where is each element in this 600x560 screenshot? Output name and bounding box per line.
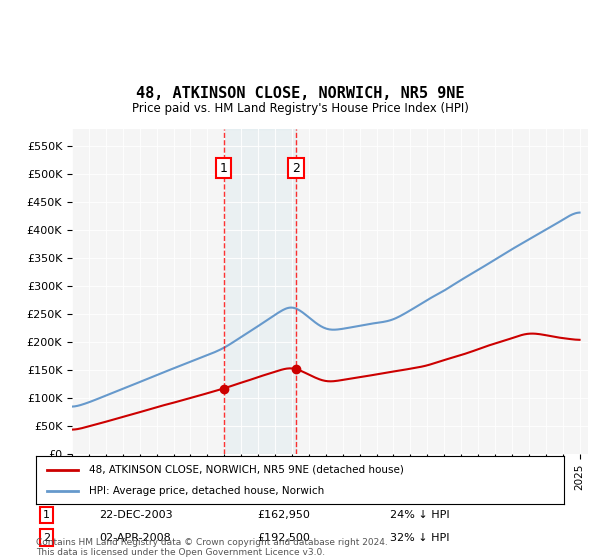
Text: Price paid vs. HM Land Registry's House Price Index (HPI): Price paid vs. HM Land Registry's House … bbox=[131, 102, 469, 115]
Text: 48, ATKINSON CLOSE, NORWICH, NR5 9NE (detached house): 48, ATKINSON CLOSE, NORWICH, NR5 9NE (de… bbox=[89, 465, 404, 475]
Text: 02-APR-2008: 02-APR-2008 bbox=[100, 533, 171, 543]
Text: 22-DEC-2003: 22-DEC-2003 bbox=[100, 510, 173, 520]
Text: 2: 2 bbox=[292, 161, 300, 175]
Text: 48, ATKINSON CLOSE, NORWICH, NR5 9NE: 48, ATKINSON CLOSE, NORWICH, NR5 9NE bbox=[136, 86, 464, 101]
Bar bbox=[224, 129, 296, 454]
Text: HPI: Average price, detached house, Norwich: HPI: Average price, detached house, Norw… bbox=[89, 486, 324, 496]
Text: 1: 1 bbox=[220, 161, 227, 175]
Text: £192,500: £192,500 bbox=[258, 533, 311, 543]
Text: 2: 2 bbox=[43, 533, 50, 543]
Text: 1: 1 bbox=[43, 510, 50, 520]
Text: Contains HM Land Registry data © Crown copyright and database right 2024.
This d: Contains HM Land Registry data © Crown c… bbox=[36, 538, 388, 557]
Text: 24% ↓ HPI: 24% ↓ HPI bbox=[390, 510, 449, 520]
Text: £162,950: £162,950 bbox=[258, 510, 311, 520]
Text: 32% ↓ HPI: 32% ↓ HPI bbox=[390, 533, 449, 543]
